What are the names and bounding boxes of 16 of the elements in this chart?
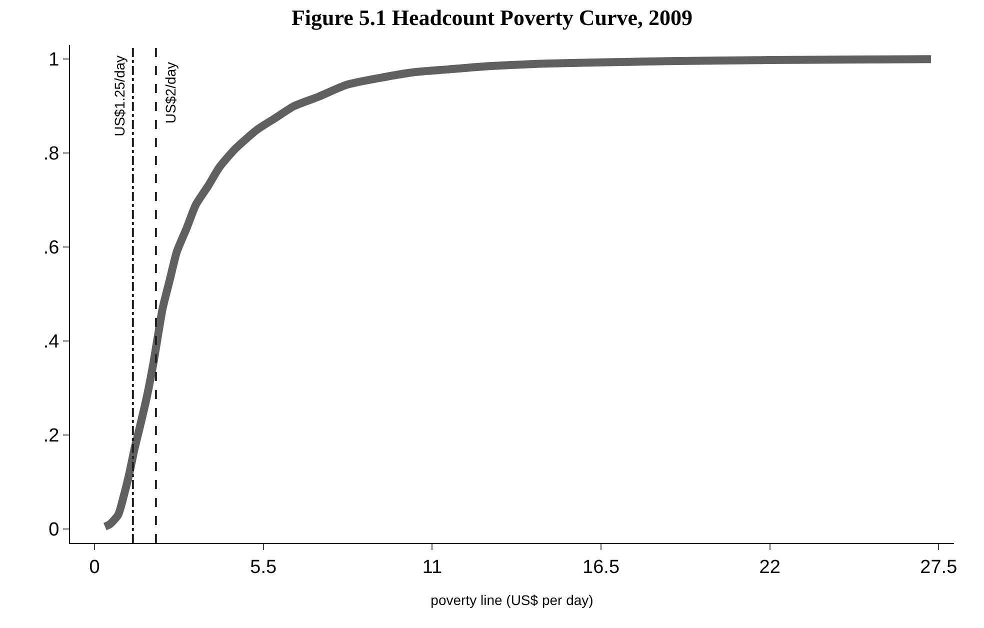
y-tick-label: 0 bbox=[48, 520, 60, 541]
y-tick-label: .8 bbox=[43, 144, 60, 165]
y-tick-label: 1 bbox=[48, 50, 60, 71]
y-tick-label: .2 bbox=[43, 426, 60, 447]
ref-line-label: US$2/day bbox=[162, 62, 178, 124]
x-tick-label: 27.5 bbox=[920, 556, 958, 578]
y-tick-label: .4 bbox=[43, 332, 60, 353]
x-tick-label: 11 bbox=[422, 556, 442, 578]
x-tick-label: 0 bbox=[89, 556, 100, 578]
x-tick-label: 5.5 bbox=[250, 556, 277, 578]
chart-title: Figure 5.1 Headcount Poverty Curve, 2009 bbox=[291, 4, 693, 30]
y-tick-label: .6 bbox=[43, 238, 60, 259]
x-tick-label: 22 bbox=[759, 556, 780, 578]
x-axis-title: poverty line (US$ per day) bbox=[430, 592, 594, 608]
ref-line-label: US$1.25/day bbox=[111, 55, 128, 136]
x-tick-label: 16.5 bbox=[582, 556, 620, 578]
